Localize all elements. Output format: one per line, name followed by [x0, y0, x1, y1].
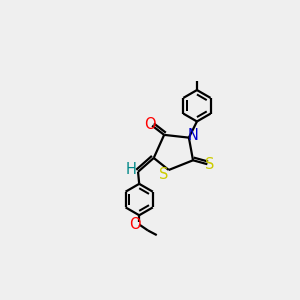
Text: S: S — [205, 158, 214, 172]
Text: N: N — [188, 128, 199, 143]
Text: H: H — [126, 163, 136, 178]
Text: S: S — [159, 167, 168, 182]
Text: O: O — [145, 117, 156, 132]
Text: O: O — [129, 217, 141, 232]
